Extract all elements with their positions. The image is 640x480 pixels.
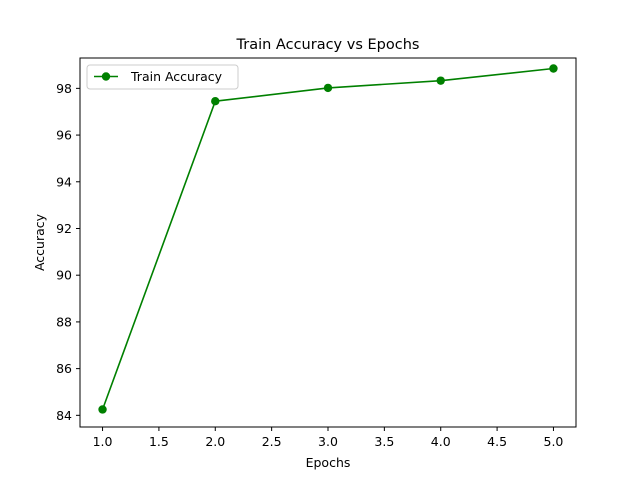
x-tick-label: 3.5 <box>374 434 394 449</box>
x-tick-label: 5.0 <box>544 434 564 449</box>
x-tick-label: 2.0 <box>205 434 225 449</box>
data-point <box>98 405 107 414</box>
y-tick-label: 90 <box>56 268 72 283</box>
y-tick-label: 94 <box>56 174 72 189</box>
y-tick-label: 92 <box>56 221 72 236</box>
series-layer <box>98 64 558 414</box>
x-axis-label: Epochs <box>306 455 351 470</box>
y-axis: 84 86 88 90 92 94 96 98 <box>56 81 80 423</box>
y-tick-label: 88 <box>56 314 72 329</box>
legend: Train Accuracy <box>86 64 239 90</box>
data-point <box>323 83 333 93</box>
plot-area <box>80 58 576 427</box>
legend-marker-swatch <box>101 72 111 81</box>
legend-box <box>86 64 239 90</box>
legend-label: Train Accuracy <box>130 69 223 84</box>
x-axis: 1.0 1.5 2.0 2.5 3.0 3.5 4.0 4.5 5.0 <box>93 427 564 449</box>
y-tick-label: 84 <box>56 408 72 423</box>
data-point <box>549 64 558 73</box>
x-tick-label: 3.0 <box>318 434 338 449</box>
x-tick-label: 2.5 <box>262 434 282 449</box>
x-tick-label: 4.5 <box>487 434 507 449</box>
y-axis-label: Accuracy <box>32 213 47 271</box>
y-tick-label: 98 <box>56 81 72 96</box>
chart-title: Train Accuracy vs Epochs <box>236 37 420 53</box>
data-point <box>211 97 220 106</box>
plot-frame <box>79 57 577 428</box>
data-point <box>436 76 445 85</box>
x-tick-label: 1.5 <box>149 434 169 449</box>
x-tick-label: 4.0 <box>431 434 451 449</box>
y-tick-label: 96 <box>56 128 72 143</box>
x-tick-label: 1.0 <box>93 434 113 449</box>
y-tick-label: 86 <box>56 361 72 376</box>
